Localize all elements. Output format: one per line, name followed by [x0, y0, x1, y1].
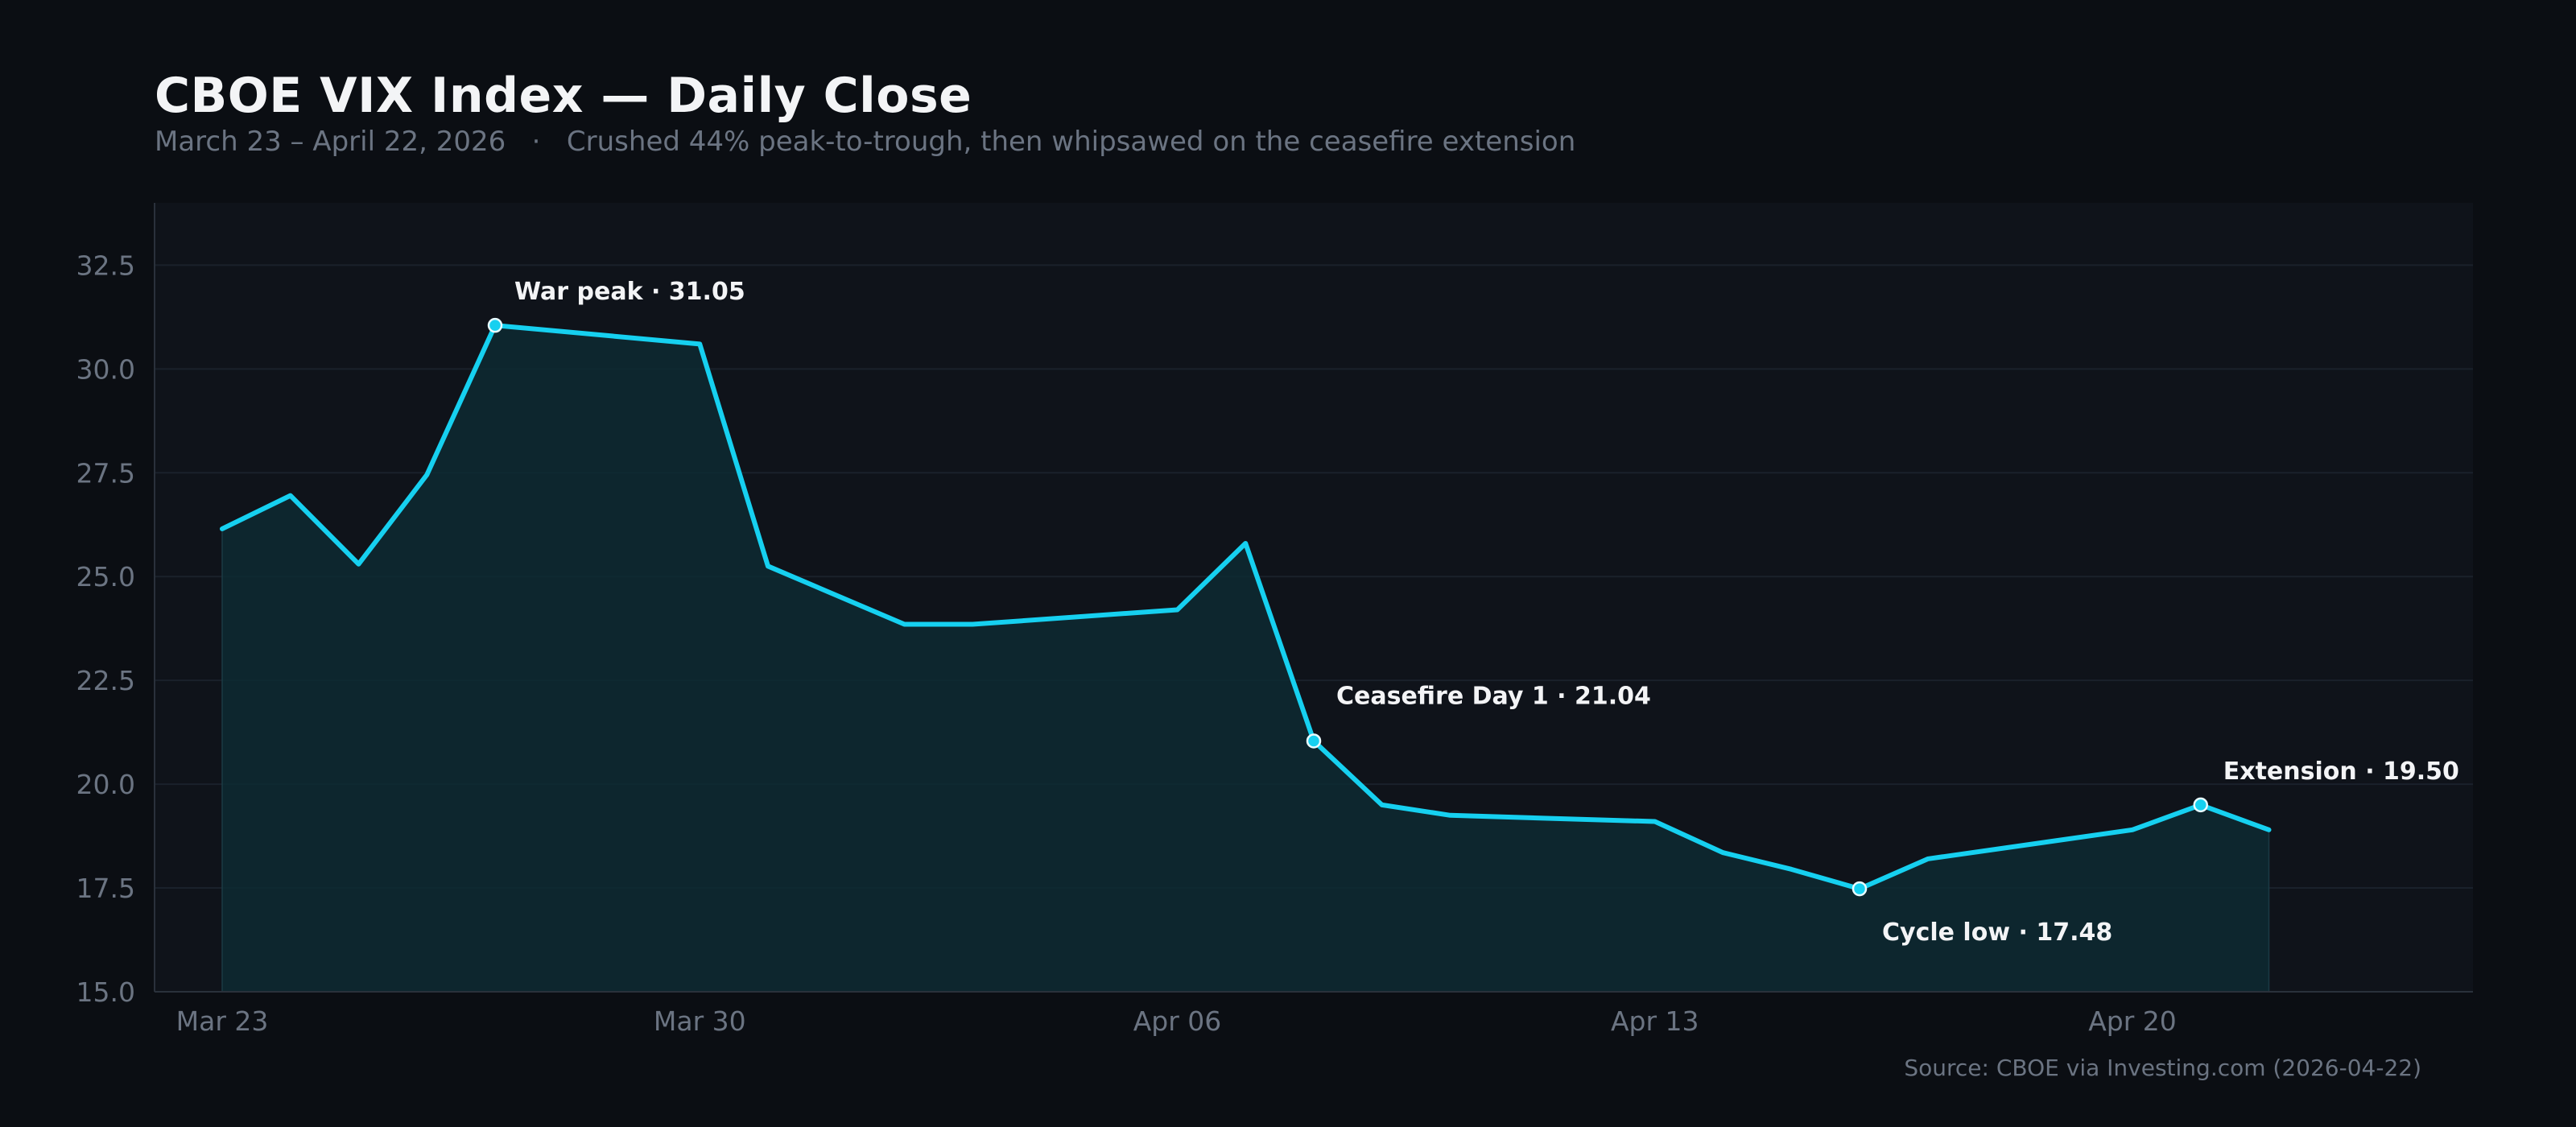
y-tick-label: 15.0	[76, 976, 135, 1008]
x-tick-label: Apr 06	[1133, 1005, 1222, 1037]
annotation-label: Ceasefire Day 1 · 21.04	[1336, 682, 1651, 710]
x-tick-label: Mar 30	[654, 1005, 746, 1037]
x-tick-label: Mar 23	[176, 1005, 269, 1037]
y-tick-label: 25.0	[76, 561, 135, 592]
y-tick-label: 17.5	[76, 873, 135, 904]
annotation-marker	[487, 317, 503, 333]
y-tick-labels: 15.0 17.5 20.0 22.5 25.0 27.5 30.0 32.5	[76, 250, 135, 1008]
annotation-markers	[487, 317, 2208, 897]
source-note: Source: CBOE via Investing.com (2026-04-…	[1904, 1055, 2421, 1081]
annotation-marker	[1852, 881, 1868, 897]
annotation-label: War peak · 31.05	[514, 278, 745, 306]
chart-title: CBOE VIX Index — Daily Close	[155, 68, 972, 124]
y-tick-label: 32.5	[76, 250, 135, 281]
y-tick-label: 30.0	[76, 353, 135, 385]
series-line	[220, 323, 2272, 892]
annotation-marker	[2193, 797, 2208, 813]
chart-subtitle: March 23 – April 22, 2026 · Crushed 44% …	[155, 126, 1576, 158]
series-line-layer	[220, 323, 2272, 892]
y-tick-label: 27.5	[76, 457, 135, 489]
x-tick-labels: Mar 23 Mar 30 Apr 06 Apr 13 Apr 20	[176, 1005, 2177, 1037]
annotation-label: Extension · 19.50	[2223, 758, 2459, 786]
annotation-label: Cycle low · 17.48	[1882, 919, 2112, 947]
x-tick-label: Apr 20	[2088, 1005, 2177, 1037]
y-tick-label: 22.5	[76, 665, 135, 696]
x-tick-label: Apr 13	[1611, 1005, 1699, 1037]
axes	[154, 203, 2473, 993]
annotation-labels: War peak · 31.05 Ceasefire Day 1 · 21.04 C…	[514, 278, 2459, 947]
annotation-marker	[1306, 733, 1322, 749]
y-tick-label: 20.0	[76, 769, 135, 800]
